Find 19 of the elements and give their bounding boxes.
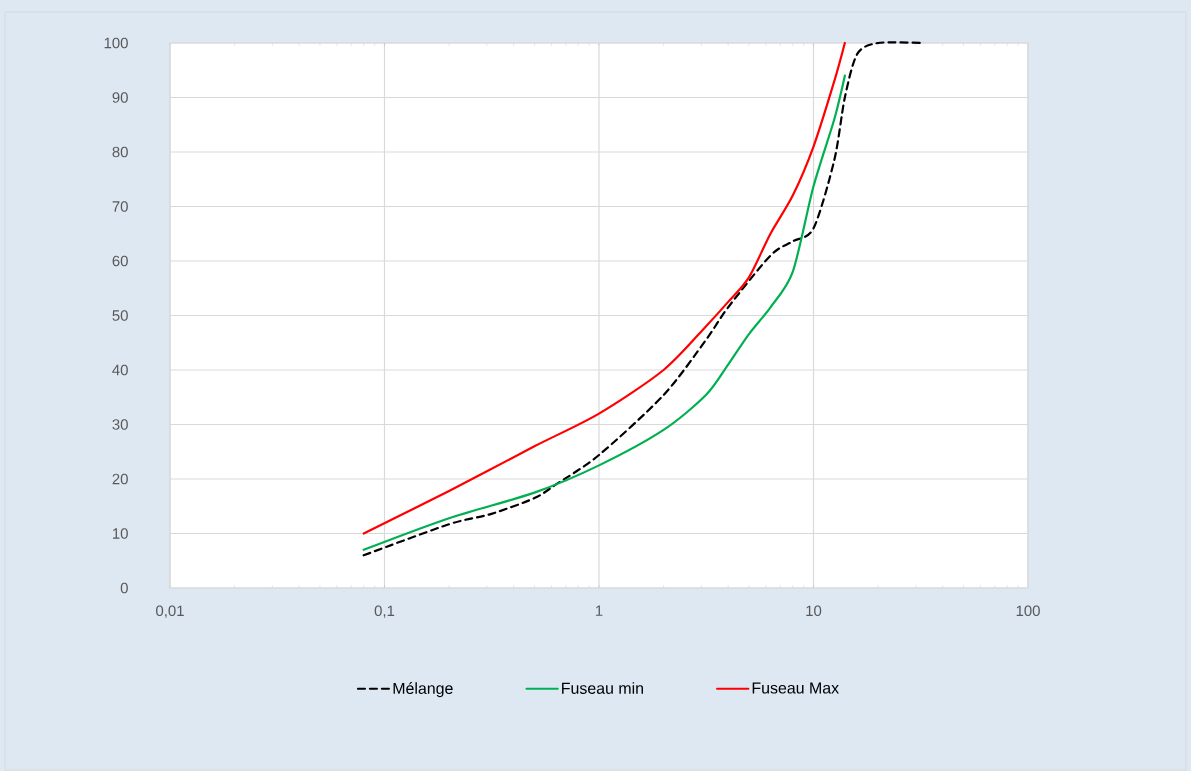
- y-tick-label: 90: [112, 92, 128, 103]
- y-tick-label: 40: [112, 364, 128, 376]
- y-tick-label: 70: [112, 201, 128, 212]
- legend-label: Mélange: [393, 682, 453, 698]
- y-tick-label: 80: [112, 146, 128, 158]
- x-tick-label: 100: [1016, 605, 1040, 617]
- x-tick-label: 0,1: [374, 605, 395, 618]
- x-tick-label: 1: [595, 605, 603, 616]
- y-tick-label: 60: [112, 255, 128, 267]
- legend-label: Fuseau min: [562, 682, 643, 694]
- x-tick-label: 0,01: [156, 605, 184, 618]
- y-tick-label: 0: [120, 582, 128, 594]
- x-tick-label: 10: [806, 605, 822, 617]
- legend-label: Fuseau Max: [752, 682, 839, 694]
- y-tick-label: 30: [112, 419, 128, 430]
- y-tick-label: 100: [104, 37, 128, 49]
- y-tick-label: 50: [112, 310, 128, 321]
- y-tick-label: 20: [112, 473, 128, 485]
- y-tick-label: 10: [112, 528, 128, 539]
